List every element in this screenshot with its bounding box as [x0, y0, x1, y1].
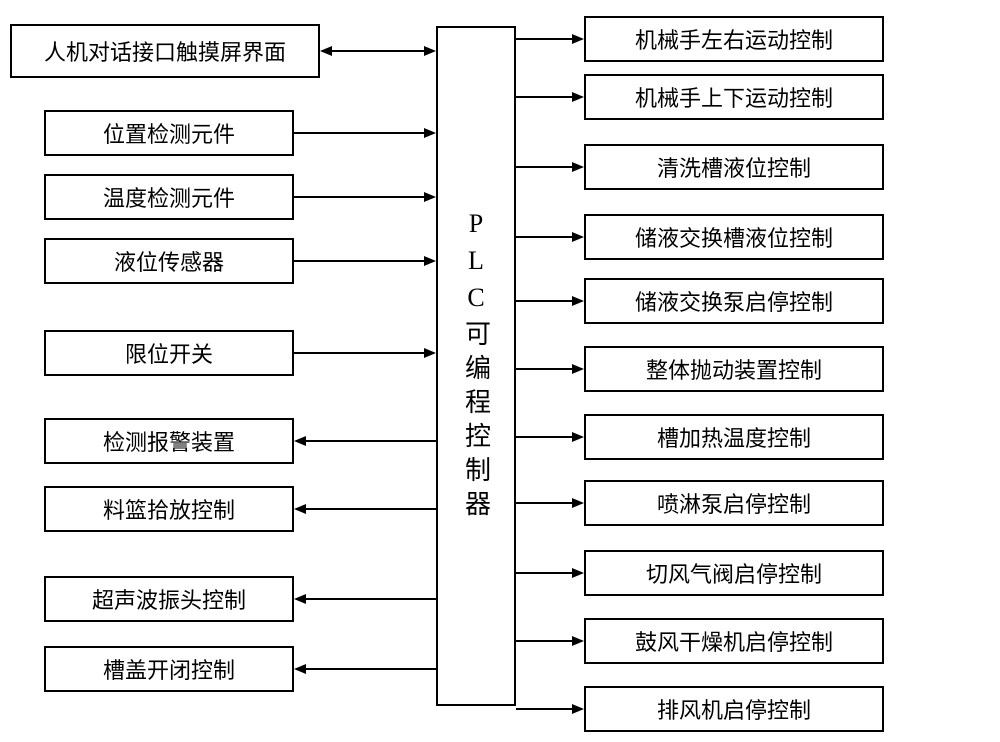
- right-label-arm-ud: 机械手上下运动控制: [635, 81, 833, 113]
- right-box-tank-lvl: 清洗槽液位控制: [584, 144, 884, 190]
- left-box-ultra: 超声波振头控制: [44, 576, 294, 622]
- right-box-exhaust: 排风机启停控制: [584, 686, 884, 732]
- left-label-level: 液位传感器: [114, 245, 224, 277]
- right-label-shake: 整体抛动装置控制: [646, 353, 822, 385]
- left-label-basket: 料篮拾放控制: [103, 493, 235, 525]
- right-label-exhaust: 排风机启停控制: [657, 693, 811, 725]
- right-box-store-lvl: 储液交换槽液位控制: [584, 214, 884, 260]
- right-label-store-pump: 储液交换泵启停控制: [635, 285, 833, 317]
- plc-controller-label: PLC可编程控制器: [458, 209, 495, 524]
- right-box-spray: 喷淋泵启停控制: [584, 480, 884, 526]
- right-box-valve: 切风气阀启停控制: [584, 550, 884, 596]
- right-label-valve: 切风气阀启停控制: [646, 557, 822, 589]
- right-label-spray: 喷淋泵启停控制: [657, 487, 811, 519]
- left-box-alarm: 检测报警装置: [44, 418, 294, 464]
- left-label-pos: 位置检测元件: [103, 117, 235, 149]
- left-label-limit: 限位开关: [125, 337, 213, 369]
- left-label-lid: 槽盖开闭控制: [103, 653, 235, 685]
- right-box-arm-lr: 机械手左右运动控制: [584, 16, 884, 62]
- right-box-shake: 整体抛动装置控制: [584, 346, 884, 392]
- right-box-blower: 鼓风干燥机启停控制: [584, 618, 884, 664]
- left-box-temp: 温度检测元件: [44, 174, 294, 220]
- left-box-limit: 限位开关: [44, 330, 294, 376]
- right-label-heat: 槽加热温度控制: [657, 421, 811, 453]
- right-label-blower: 鼓风干燥机启停控制: [635, 625, 833, 657]
- right-label-tank-lvl: 清洗槽液位控制: [657, 151, 811, 183]
- left-box-hmi: 人机对话接口触摸屏界面: [10, 24, 320, 78]
- right-label-store-lvl: 储液交换槽液位控制: [635, 221, 833, 253]
- left-label-ultra: 超声波振头控制: [92, 583, 246, 615]
- left-box-basket: 料篮拾放控制: [44, 486, 294, 532]
- left-label-alarm: 检测报警装置: [103, 425, 235, 457]
- right-label-arm-lr: 机械手左右运动控制: [635, 23, 833, 55]
- left-box-lid: 槽盖开闭控制: [44, 646, 294, 692]
- left-box-level: 液位传感器: [44, 238, 294, 284]
- diagram-canvas: PLC可编程控制器 人机对话接口触摸屏界面位置检测元件温度检测元件液位传感器限位…: [0, 0, 1000, 742]
- right-box-store-pump: 储液交换泵启停控制: [584, 278, 884, 324]
- left-label-hmi: 人机对话接口触摸屏界面: [44, 35, 286, 67]
- left-box-pos: 位置检测元件: [44, 110, 294, 156]
- left-label-temp: 温度检测元件: [103, 181, 235, 213]
- right-box-heat: 槽加热温度控制: [584, 414, 884, 460]
- plc-controller-box: PLC可编程控制器: [436, 26, 516, 706]
- right-box-arm-ud: 机械手上下运动控制: [584, 74, 884, 120]
